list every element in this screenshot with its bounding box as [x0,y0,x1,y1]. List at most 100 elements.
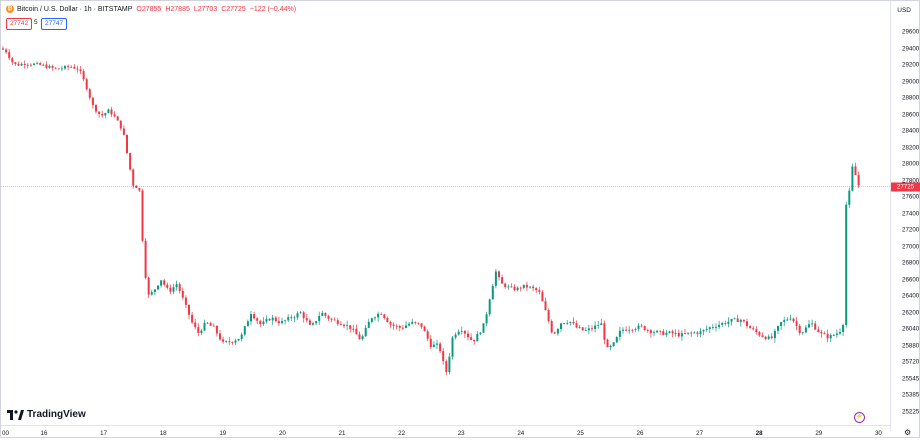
candle-body [367,321,370,328]
candle-body [504,283,507,288]
candle-body [287,317,290,321]
candle-body [250,314,252,322]
candle-body [157,285,159,290]
symbol-title[interactable]: Bitcoin / U.S. Dollar · 1h · BITSTAMP [17,5,133,13]
candle-body [386,318,389,323]
candle-body [587,328,590,331]
candle-body [147,277,150,295]
candle-body [51,66,54,68]
candle-body [175,284,178,288]
candle-body [231,342,234,343]
candle-body [70,66,73,68]
candle-body [95,105,97,112]
candle-body [209,323,212,326]
candle-body [349,325,352,329]
price-plot[interactable] [1,1,890,425]
candle-body [29,64,32,66]
lightning-icon[interactable]: ⚡ [854,412,865,423]
candle-body [42,64,45,66]
candle-body [327,315,330,319]
candle-body [488,299,491,315]
candle-body [439,343,442,352]
candle-body [420,323,423,327]
candle-body [305,318,308,321]
candle-body [711,327,714,329]
candle-body [640,325,643,327]
candle-body [150,292,153,295]
candle-body [126,134,128,154]
candle-body [476,333,479,342]
candle-body [240,334,243,339]
candle-body [361,336,364,340]
candle-body [684,333,686,335]
candle-body [529,286,531,288]
candle-body [715,327,717,328]
candle-body [628,329,631,331]
candle-body [832,334,835,336]
candle-body [411,321,414,324]
price-tick-label: 26040 [902,325,920,333]
time-tick-label: 25 [576,430,584,437]
candle-body [141,190,144,241]
price-tick-label: 26600 [902,276,920,283]
candle-body [857,175,860,186]
candle-body [718,324,721,328]
candle-body [45,64,48,68]
candle-body [299,312,302,314]
candle-body [835,333,838,335]
candle-body [284,320,287,322]
candle-body [442,351,445,362]
candle-body [839,332,841,334]
candle-body [646,330,649,331]
candle-body [454,334,457,338]
candle-body [277,321,280,324]
candle-body [532,286,535,289]
price-tick-label: 27400 [902,210,920,217]
time-tick-label: 24 [517,430,525,437]
gear-icon[interactable]: ⚙ [904,428,912,437]
candle-body [346,325,349,327]
candle-body [417,322,420,324]
candle-body [662,331,665,335]
candle-body [622,329,624,331]
price-tick-label: 27800 [902,177,920,184]
candle-body [14,62,17,64]
candle-body [786,319,789,321]
candle-body [60,68,63,70]
sell-button[interactable]: 27742 [6,18,33,30]
price-tick-label: 26400 [902,292,920,300]
candle-body [308,320,311,325]
candle-body [436,343,438,345]
candle-body [85,79,88,90]
candle-body [680,333,683,337]
candle-body [764,336,767,340]
tradingview-logo[interactable]: TradingView [7,409,86,420]
currency-label[interactable]: USD [897,7,911,14]
candle-body [730,318,733,322]
candle-body [749,326,752,329]
candle-body [463,330,466,334]
candle-body [584,330,587,331]
candle-body [36,62,39,64]
candle-body [445,361,448,373]
candle-body [625,329,628,331]
candle-body [767,336,770,340]
candle-body [491,285,494,300]
bitcoin-icon: ₿ [6,5,14,13]
candle-body [516,287,519,291]
candle-body [166,284,169,288]
candle-body [594,325,597,329]
buy-button[interactable]: 27747 [41,18,68,30]
time-axis[interactable]: 00 16 17 18 19 20 21 22 23 24 25 26 27 28 29 30 [1,425,890,440]
candle-body [91,97,94,106]
candle-body [324,312,327,316]
candle-body [479,332,482,334]
candle-body [281,321,283,324]
candle-body [556,328,559,334]
price-axis[interactable]: 29600 29400 29200 29000 28800 28600 28400 28200… [890,1,920,431]
candle-body [129,153,132,170]
ohlc-high: H27885 [165,5,190,13]
candle-body [414,321,417,323]
price-tick-label: 29600 [902,28,920,36]
candle-body [188,304,190,315]
